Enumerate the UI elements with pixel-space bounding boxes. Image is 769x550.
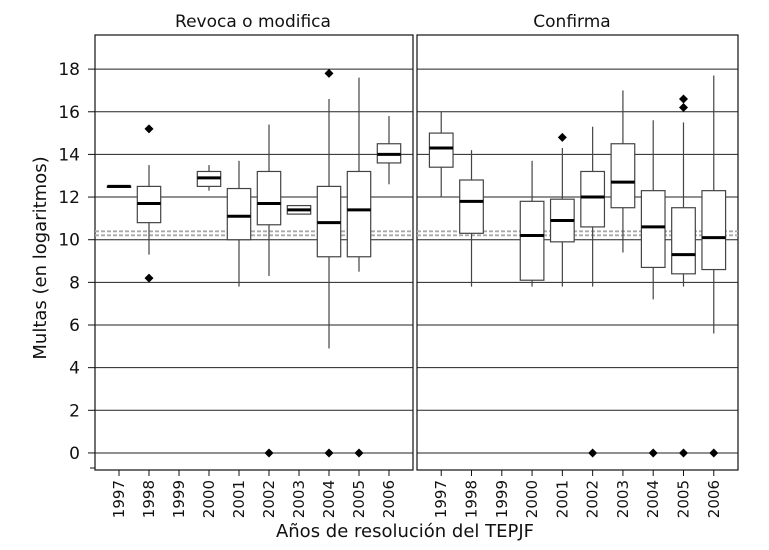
x-tick-label-2003: 2003 <box>614 480 632 518</box>
x-tick-label-2005: 2005 <box>674 480 692 518</box>
outlier-point <box>144 124 154 134</box>
box-2001 <box>549 132 575 287</box>
panel-title-left: Revoca o modifica <box>175 12 331 32</box>
box-2002 <box>256 124 282 458</box>
box-2004 <box>640 120 666 458</box>
y-tick-label-10: 10 <box>58 231 80 251</box>
y-axis-title: Multas (en logaritmos) <box>30 156 51 359</box>
y-tick-label-12: 12 <box>58 188 80 208</box>
outlier-point <box>648 448 658 458</box>
x-tick-label-2006: 2006 <box>380 480 398 518</box>
x-tick-label-2001: 2001 <box>553 480 571 518</box>
box-iqr <box>256 170 282 226</box>
x-tick-label-2000: 2000 <box>200 480 218 518</box>
panel-title-right: Confirma <box>533 12 610 32</box>
box-iqr <box>428 132 454 168</box>
panel-confirma: 1997 1998 1999 2000 2001 2002 2003 2004 2005 2006 <box>416 34 739 518</box>
x-axis-title: Años de resolución del TEPJF <box>276 521 534 542</box>
x-tick-label-2006: 2006 <box>705 480 723 518</box>
x-tick-label-2002: 2002 <box>584 480 602 518</box>
x-tick-label-2005: 2005 <box>350 480 368 518</box>
box-2000 <box>196 165 222 191</box>
x-tick-label-2001: 2001 <box>230 480 248 518</box>
box-2002 <box>580 126 606 458</box>
box-iqr <box>701 190 727 271</box>
box-2005 <box>346 77 372 458</box>
outlier-point <box>354 448 364 458</box>
x-tick-label-2004: 2004 <box>644 480 662 518</box>
box-1997 <box>106 184 132 188</box>
outlier-point <box>324 68 334 78</box>
outlier-point <box>324 448 334 458</box>
y-tick-label-6: 6 <box>69 316 80 336</box>
box-iqr <box>580 170 606 228</box>
outlier-point <box>557 132 567 142</box>
outlier-point <box>709 448 719 458</box>
x-tick-label-1999: 1999 <box>493 480 511 518</box>
y-tick-label-0: 0 <box>69 444 80 464</box>
outlier-point <box>678 94 688 104</box>
y-tick-label-18: 18 <box>58 60 80 80</box>
outlier-point <box>144 273 154 283</box>
y-tick-label-2: 2 <box>69 401 80 421</box>
x-tick-label-2000: 2000 <box>523 480 541 518</box>
y-tick-label-8: 8 <box>69 273 80 293</box>
x-tick-label-1998: 1998 <box>140 480 158 518</box>
box-2005 <box>671 94 696 458</box>
box-2003 <box>610 90 636 253</box>
box-iqr <box>519 200 545 281</box>
outlier-point <box>264 448 274 458</box>
y-tick-label-4: 4 <box>69 359 80 379</box>
box-2003 <box>286 204 312 215</box>
y-tick-label-16: 16 <box>58 103 80 123</box>
box-2001 <box>226 160 252 287</box>
box-1998 <box>459 150 484 287</box>
box-iqr <box>226 187 252 241</box>
x-tick-label-2002: 2002 <box>260 480 278 518</box>
box-1998 <box>136 124 162 283</box>
box-2000 <box>519 160 545 287</box>
box-2006 <box>376 116 402 185</box>
x-tick-label-2003: 2003 <box>290 480 308 518</box>
box-2006 <box>701 75 727 458</box>
box-iqr <box>459 179 484 234</box>
y-axis: 0 2 4 6 8 10 12 14 16 18 <box>58 60 95 469</box>
box-iqr <box>346 170 372 258</box>
box-1997 <box>428 111 454 198</box>
x-tick-label-1998: 1998 <box>463 480 481 518</box>
outlier-point <box>588 448 598 458</box>
box-iqr <box>610 143 636 209</box>
outlier-point <box>678 448 688 458</box>
x-tick-label-1997: 1997 <box>432 480 450 518</box>
x-tick-label-1999: 1999 <box>170 480 188 518</box>
y-tick-label-14: 14 <box>58 145 80 165</box>
box-iqr <box>671 207 696 275</box>
x-tick-label-1997: 1997 <box>110 480 128 518</box>
box-iqr <box>640 190 666 269</box>
panel-revoca-o-modifica: 1997 1998 1999 2000 2001 2002 2003 2004 2005 2006 <box>94 34 414 518</box>
x-tick-label-2004: 2004 <box>320 480 338 518</box>
box-2004 <box>316 68 342 458</box>
outlier-point <box>678 103 688 112</box>
